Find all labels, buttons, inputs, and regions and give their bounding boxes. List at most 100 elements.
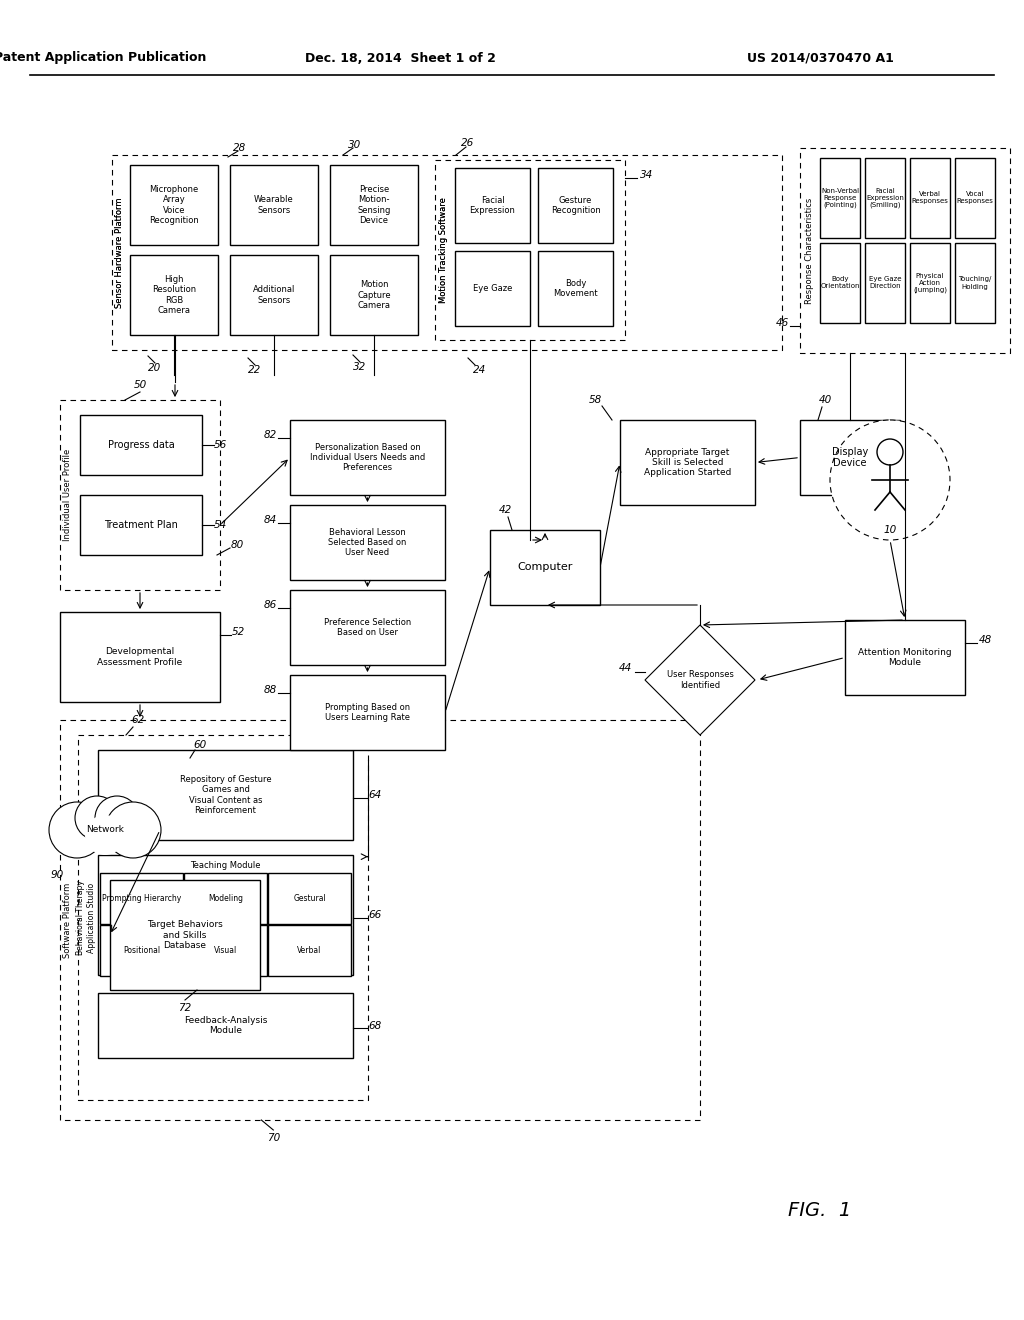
Bar bbox=[845, 620, 965, 696]
Circle shape bbox=[49, 803, 105, 858]
Bar bbox=[290, 590, 445, 665]
Text: 60: 60 bbox=[194, 741, 207, 750]
Bar bbox=[800, 148, 1010, 352]
Bar bbox=[290, 675, 445, 750]
Bar bbox=[100, 873, 183, 924]
Bar bbox=[268, 873, 351, 924]
Bar bbox=[80, 495, 202, 554]
Text: Response Characteristics: Response Characteristics bbox=[805, 198, 813, 304]
Text: Display
Device: Display Device bbox=[831, 446, 868, 469]
Text: Behavioral Lesson
Selected Based on
User Need: Behavioral Lesson Selected Based on User… bbox=[329, 528, 407, 557]
Bar bbox=[80, 414, 202, 475]
Bar bbox=[78, 735, 368, 1100]
Text: Individual User Profile: Individual User Profile bbox=[63, 449, 73, 541]
Text: Verbal
Responses: Verbal Responses bbox=[911, 191, 948, 205]
Text: Touching/
Holding: Touching/ Holding bbox=[958, 276, 991, 289]
Text: Network: Network bbox=[86, 825, 124, 834]
Text: Motion Tracking Software: Motion Tracking Software bbox=[438, 197, 447, 302]
Circle shape bbox=[85, 814, 125, 855]
Text: 82: 82 bbox=[263, 430, 276, 440]
Bar bbox=[110, 880, 260, 990]
Text: 40: 40 bbox=[818, 395, 831, 405]
Circle shape bbox=[830, 420, 950, 540]
Text: Preference Selection
Based on User: Preference Selection Based on User bbox=[324, 618, 411, 638]
Text: 50: 50 bbox=[133, 380, 146, 389]
Text: 72: 72 bbox=[178, 1003, 191, 1012]
Bar bbox=[865, 243, 905, 323]
Text: Personalization Based on
Individual Users Needs and
Preferences: Personalization Based on Individual User… bbox=[310, 442, 425, 473]
Text: Wearable
Sensors: Wearable Sensors bbox=[254, 195, 294, 215]
Text: Motion
Capture
Camera: Motion Capture Camera bbox=[357, 280, 391, 310]
Text: US 2014/0370470 A1: US 2014/0370470 A1 bbox=[746, 51, 893, 65]
Text: Visual: Visual bbox=[214, 946, 238, 954]
Bar bbox=[435, 160, 625, 341]
Text: Precise
Motion-
Sensing
Device: Precise Motion- Sensing Device bbox=[357, 185, 391, 226]
Text: Computer: Computer bbox=[517, 562, 572, 573]
Text: Positional: Positional bbox=[123, 946, 160, 954]
Text: 34: 34 bbox=[640, 170, 653, 180]
Bar bbox=[290, 506, 445, 579]
Text: Sensor Hardware Platform: Sensor Hardware Platform bbox=[116, 197, 125, 308]
Bar bbox=[60, 612, 220, 702]
Bar bbox=[455, 168, 530, 243]
Text: User Responses
Identified: User Responses Identified bbox=[667, 671, 733, 689]
Text: Prompting Hierarchy: Prompting Hierarchy bbox=[101, 894, 181, 903]
Text: Gesture
Recognition: Gesture Recognition bbox=[551, 195, 600, 215]
Bar bbox=[490, 531, 600, 605]
Text: Body
Movement: Body Movement bbox=[553, 279, 598, 298]
Bar bbox=[230, 165, 318, 246]
Text: Eye Gaze: Eye Gaze bbox=[473, 284, 512, 293]
Text: Gestural: Gestural bbox=[293, 894, 326, 903]
Text: Dec. 18, 2014  Sheet 1 of 2: Dec. 18, 2014 Sheet 1 of 2 bbox=[304, 51, 496, 65]
Text: 80: 80 bbox=[230, 540, 244, 550]
Text: Appropriate Target
Skill is Selected
Application Started: Appropriate Target Skill is Selected App… bbox=[644, 447, 731, 478]
Text: Facial
Expression: Facial Expression bbox=[470, 195, 515, 215]
Bar bbox=[230, 255, 318, 335]
Text: 24: 24 bbox=[473, 366, 486, 375]
Bar bbox=[98, 993, 353, 1059]
Text: 10: 10 bbox=[884, 525, 897, 535]
Text: 32: 32 bbox=[353, 362, 367, 372]
Text: 48: 48 bbox=[978, 635, 991, 645]
Text: 90: 90 bbox=[50, 870, 63, 880]
Text: 42: 42 bbox=[499, 506, 512, 515]
Bar bbox=[130, 255, 218, 335]
Bar bbox=[268, 925, 351, 975]
Circle shape bbox=[877, 440, 903, 465]
Bar bbox=[184, 925, 267, 975]
Text: High
Resolution
RGB
Camera: High Resolution RGB Camera bbox=[152, 275, 196, 315]
Text: 30: 30 bbox=[348, 140, 361, 150]
Text: Physical
Action
(Jumping): Physical Action (Jumping) bbox=[913, 273, 947, 293]
Text: 52: 52 bbox=[231, 627, 245, 638]
Circle shape bbox=[105, 803, 161, 858]
Bar bbox=[820, 158, 860, 238]
Bar bbox=[538, 168, 613, 243]
Text: Feedback-Analysis
Module: Feedback-Analysis Module bbox=[184, 1016, 267, 1035]
Text: Behavioral Therapy
Application Studio: Behavioral Therapy Application Studio bbox=[77, 880, 95, 954]
Text: 54: 54 bbox=[213, 520, 226, 531]
Text: 56: 56 bbox=[213, 440, 226, 450]
Text: 62: 62 bbox=[131, 715, 144, 725]
Text: Verbal: Verbal bbox=[297, 946, 322, 954]
Bar bbox=[538, 251, 613, 326]
Bar bbox=[290, 420, 445, 495]
Text: Developmental
Assessment Profile: Developmental Assessment Profile bbox=[97, 647, 182, 667]
Text: Non-Verbal
Response
(Pointing): Non-Verbal Response (Pointing) bbox=[821, 187, 859, 209]
Text: FIG.  1: FIG. 1 bbox=[788, 1200, 852, 1220]
Text: Eye Gaze
Direction: Eye Gaze Direction bbox=[868, 276, 901, 289]
Bar bbox=[910, 243, 950, 323]
Polygon shape bbox=[645, 624, 755, 735]
Text: Patent Application Publication: Patent Application Publication bbox=[0, 51, 206, 65]
Text: Body
Orientation: Body Orientation bbox=[820, 276, 860, 289]
Text: 66: 66 bbox=[369, 909, 382, 920]
Text: Sensor Hardware Platform: Sensor Hardware Platform bbox=[116, 197, 125, 308]
Text: Additional
Sensors: Additional Sensors bbox=[253, 285, 295, 305]
Bar bbox=[98, 855, 353, 975]
Text: Vocal
Responses: Vocal Responses bbox=[956, 191, 993, 205]
Text: Modeling: Modeling bbox=[208, 894, 243, 903]
Text: 26: 26 bbox=[462, 139, 475, 148]
Circle shape bbox=[75, 796, 119, 840]
Bar bbox=[184, 873, 267, 924]
Bar bbox=[955, 158, 995, 238]
Bar bbox=[820, 243, 860, 323]
